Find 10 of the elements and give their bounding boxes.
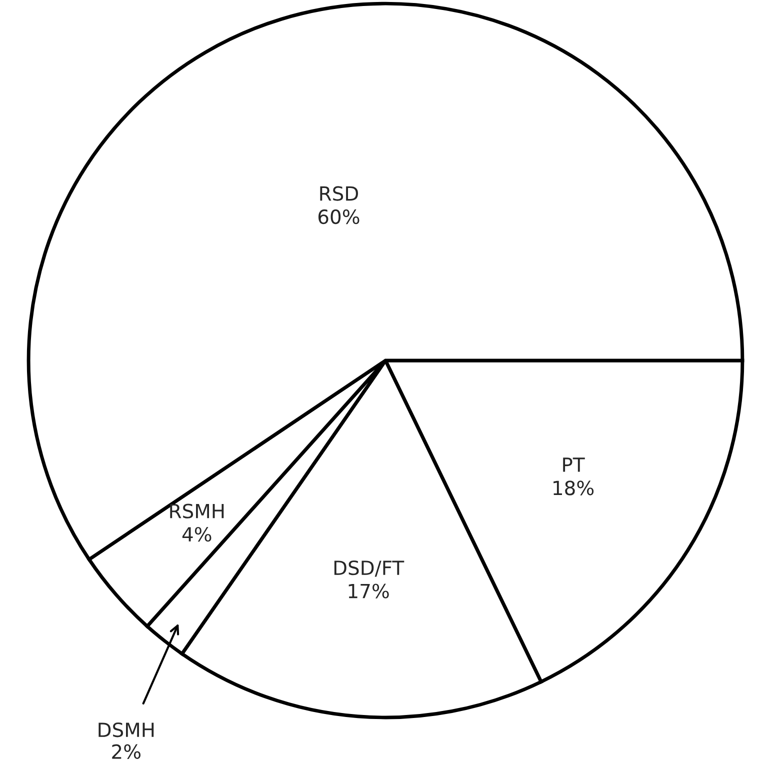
data-label: 18% (554, 480, 594, 496)
slice-label: DSD/FT (334, 560, 404, 577)
slice-label: DSMH (98, 722, 154, 738)
data-label: 17% (348, 584, 389, 598)
data-label: 60% (318, 209, 360, 224)
data-label: 2% (112, 744, 140, 759)
slice-label: PT (563, 458, 585, 472)
slice-label: RSD (320, 186, 358, 201)
slice-label: RSMH (170, 504, 224, 518)
data-label: 4% (182, 526, 212, 542)
